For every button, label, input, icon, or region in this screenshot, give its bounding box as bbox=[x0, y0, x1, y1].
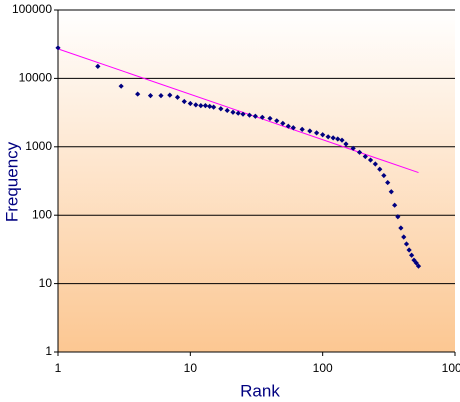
data-point bbox=[218, 106, 224, 112]
y-tick-label: 10000 bbox=[19, 71, 53, 85]
data-point bbox=[398, 225, 404, 231]
data-point bbox=[274, 118, 280, 124]
data-point bbox=[187, 100, 193, 107]
data-point bbox=[55, 45, 61, 51]
data-point bbox=[401, 234, 407, 240]
data-point bbox=[207, 103, 213, 109]
data-point bbox=[181, 98, 187, 105]
data-point bbox=[372, 161, 378, 167]
data-point bbox=[335, 136, 341, 142]
y-axis-title: Frequency bbox=[2, 141, 21, 222]
data-point bbox=[211, 104, 217, 110]
data-point bbox=[285, 123, 291, 129]
data-point bbox=[267, 115, 273, 122]
data-point bbox=[290, 125, 296, 131]
data-point bbox=[240, 111, 246, 117]
data-point bbox=[307, 128, 313, 134]
data-point bbox=[339, 137, 345, 143]
data-point bbox=[320, 132, 326, 138]
x-tick-label: 10 bbox=[184, 361, 198, 375]
data-point bbox=[392, 202, 398, 208]
y-tick-label: 100000 bbox=[12, 2, 52, 16]
data-point bbox=[330, 135, 336, 141]
data-point bbox=[202, 103, 209, 109]
y-tick-label: 1000 bbox=[25, 139, 52, 153]
data-point bbox=[280, 120, 286, 126]
data-point bbox=[193, 102, 199, 108]
data-point bbox=[362, 153, 368, 160]
data-point bbox=[343, 141, 349, 147]
y-tick-label: 10 bbox=[39, 276, 53, 290]
data-point bbox=[388, 189, 394, 195]
data-point bbox=[230, 109, 236, 115]
data-point bbox=[252, 113, 258, 119]
data-point bbox=[259, 114, 265, 120]
data-point bbox=[95, 63, 101, 69]
data-point bbox=[350, 145, 356, 151]
data-point bbox=[409, 252, 415, 258]
y-tick-label: 100 bbox=[32, 207, 52, 221]
data-point bbox=[413, 260, 419, 266]
data-point bbox=[385, 179, 391, 186]
data-point bbox=[356, 149, 363, 155]
data-point bbox=[198, 103, 204, 109]
data-point bbox=[377, 166, 383, 172]
data-point bbox=[381, 172, 387, 179]
x-tick-label: 1 bbox=[55, 361, 62, 375]
data-point bbox=[406, 247, 412, 253]
data-point bbox=[147, 93, 154, 99]
plot-area bbox=[58, 10, 455, 352]
data-point bbox=[299, 126, 305, 132]
x-tick-label: 100 bbox=[313, 361, 333, 375]
data-point bbox=[167, 92, 173, 98]
data-point bbox=[174, 94, 181, 100]
x-axis-title: Rank bbox=[240, 381, 280, 400]
data-point bbox=[224, 107, 230, 114]
data-point bbox=[246, 112, 253, 118]
data-point bbox=[118, 83, 124, 89]
y-tick-label: 1 bbox=[45, 344, 52, 358]
x-tick-label: 1000 bbox=[442, 361, 460, 375]
data-point bbox=[415, 263, 422, 269]
data-point bbox=[395, 214, 401, 220]
data-point bbox=[314, 130, 320, 136]
data-point bbox=[235, 110, 241, 116]
data-point bbox=[367, 157, 374, 163]
data-point bbox=[135, 91, 141, 97]
data-point bbox=[403, 241, 410, 247]
data-point bbox=[325, 134, 331, 140]
data-point bbox=[158, 93, 164, 99]
